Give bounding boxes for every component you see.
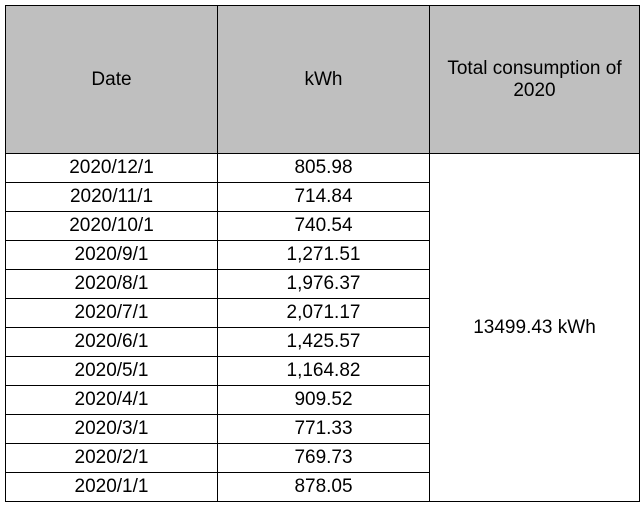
cell-kwh: 740.54 [218,212,430,241]
header-date: Date [6,6,218,154]
table-body: 2020/12/1 805.98 13499.43 kWh 2020/11/1 … [6,154,640,502]
cell-kwh: 1,976.37 [218,270,430,299]
cell-date: 2020/9/1 [6,241,218,270]
cell-date: 2020/7/1 [6,299,218,328]
cell-kwh: 805.98 [218,154,430,183]
cell-kwh: 2,071.17 [218,299,430,328]
cell-date: 2020/1/1 [6,473,218,502]
cell-date: 2020/6/1 [6,328,218,357]
cell-date: 2020/10/1 [6,212,218,241]
cell-date: 2020/8/1 [6,270,218,299]
cell-date: 2020/11/1 [6,183,218,212]
consumption-table: Date kWh Total consumption of 2020 2020/… [5,5,640,502]
cell-kwh: 1,425.57 [218,328,430,357]
cell-date: 2020/5/1 [6,357,218,386]
cell-date: 2020/12/1 [6,154,218,183]
cell-date: 2020/2/1 [6,444,218,473]
header-kwh: kWh [218,6,430,154]
cell-kwh: 909.52 [218,386,430,415]
cell-total: 13499.43 kWh [430,154,640,502]
cell-kwh: 714.84 [218,183,430,212]
cell-kwh: 1,271.51 [218,241,430,270]
cell-date: 2020/4/1 [6,386,218,415]
cell-kwh: 771.33 [218,415,430,444]
cell-kwh: 1,164.82 [218,357,430,386]
cell-kwh: 878.05 [218,473,430,502]
cell-date: 2020/3/1 [6,415,218,444]
cell-kwh: 769.73 [218,444,430,473]
table-row: 2020/12/1 805.98 13499.43 kWh [6,154,640,183]
table-header-row: Date kWh Total consumption of 2020 [6,6,640,154]
header-total: Total consumption of 2020 [430,6,640,154]
